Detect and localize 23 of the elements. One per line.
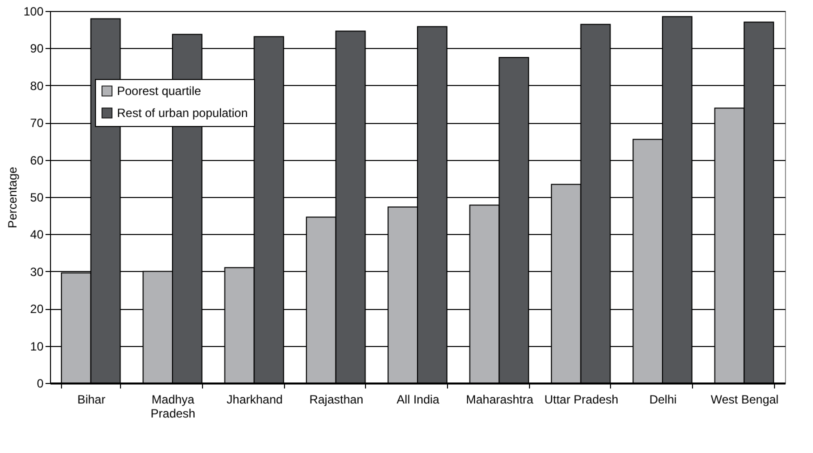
- x-tick-label: Delhi: [649, 392, 677, 406]
- y-tick-label: 90: [30, 42, 44, 56]
- legend-label: Poorest quartile: [117, 84, 202, 98]
- x-tick-label: Uttar Pradesh: [544, 392, 618, 406]
- y-tick-label: 100: [23, 4, 44, 18]
- y-tick-label: 10: [30, 339, 44, 354]
- legend-label: Rest of urban population: [117, 106, 248, 120]
- x-tick-label: Bihar: [77, 392, 106, 406]
- y-tick-label: 50: [30, 190, 44, 204]
- x-tick-label: All India: [396, 392, 440, 406]
- x-tick-label: Madhya Pradesh: [150, 392, 196, 420]
- y-tick-label: 30: [30, 264, 44, 279]
- x-tick-label: Jharkhand: [226, 392, 283, 406]
- y-tick-label: 80: [30, 78, 44, 93]
- y-tick-label: 0: [36, 376, 44, 390]
- y-tick-label: 60: [30, 153, 44, 168]
- y-tick-label: 20: [30, 302, 44, 316]
- x-tick-label: Maharashtra: [466, 392, 534, 406]
- x-tick-label: West Bengal: [710, 392, 779, 406]
- y-tick-label: 70: [30, 116, 44, 130]
- y-axis-title: Percentage: [5, 166, 20, 228]
- y-tick-label: 40: [30, 228, 44, 242]
- x-tick-label: Rajasthan: [309, 392, 364, 406]
